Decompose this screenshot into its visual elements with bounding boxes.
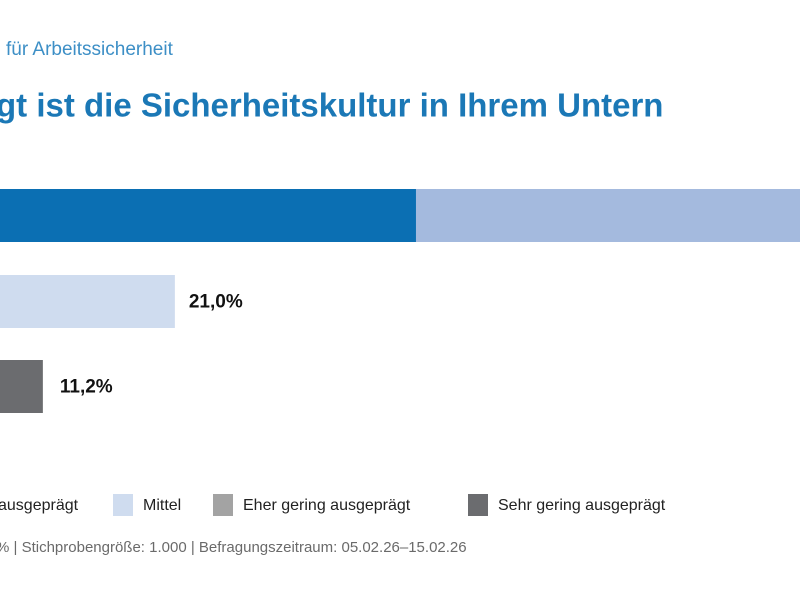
legend-swatch bbox=[213, 494, 233, 516]
data-label: 21,0% bbox=[189, 292, 243, 313]
legend-swatch bbox=[113, 494, 133, 516]
bar-segment bbox=[0, 360, 43, 413]
legend-label: Sehr gering ausgeprägt bbox=[498, 497, 666, 514]
chart-title: gt ist die Sicherheitskultur in Ihrem Un… bbox=[0, 87, 663, 124]
bar-segment bbox=[0, 275, 175, 328]
legend-label: Mittel bbox=[143, 497, 181, 514]
footnote: % | Stichprobengröße: 1.000 | Befragungs… bbox=[0, 539, 467, 556]
legend-swatch bbox=[468, 494, 488, 516]
bar-segment bbox=[0, 189, 416, 242]
bar-segment bbox=[415, 189, 800, 242]
legend-label: Eher gering ausgeprägt bbox=[243, 497, 411, 514]
total-label: 11,2% bbox=[60, 377, 113, 398]
chart-subtitle: für Arbeitssicherheit bbox=[6, 39, 174, 60]
legend-label: ausgeprägt bbox=[0, 497, 79, 514]
